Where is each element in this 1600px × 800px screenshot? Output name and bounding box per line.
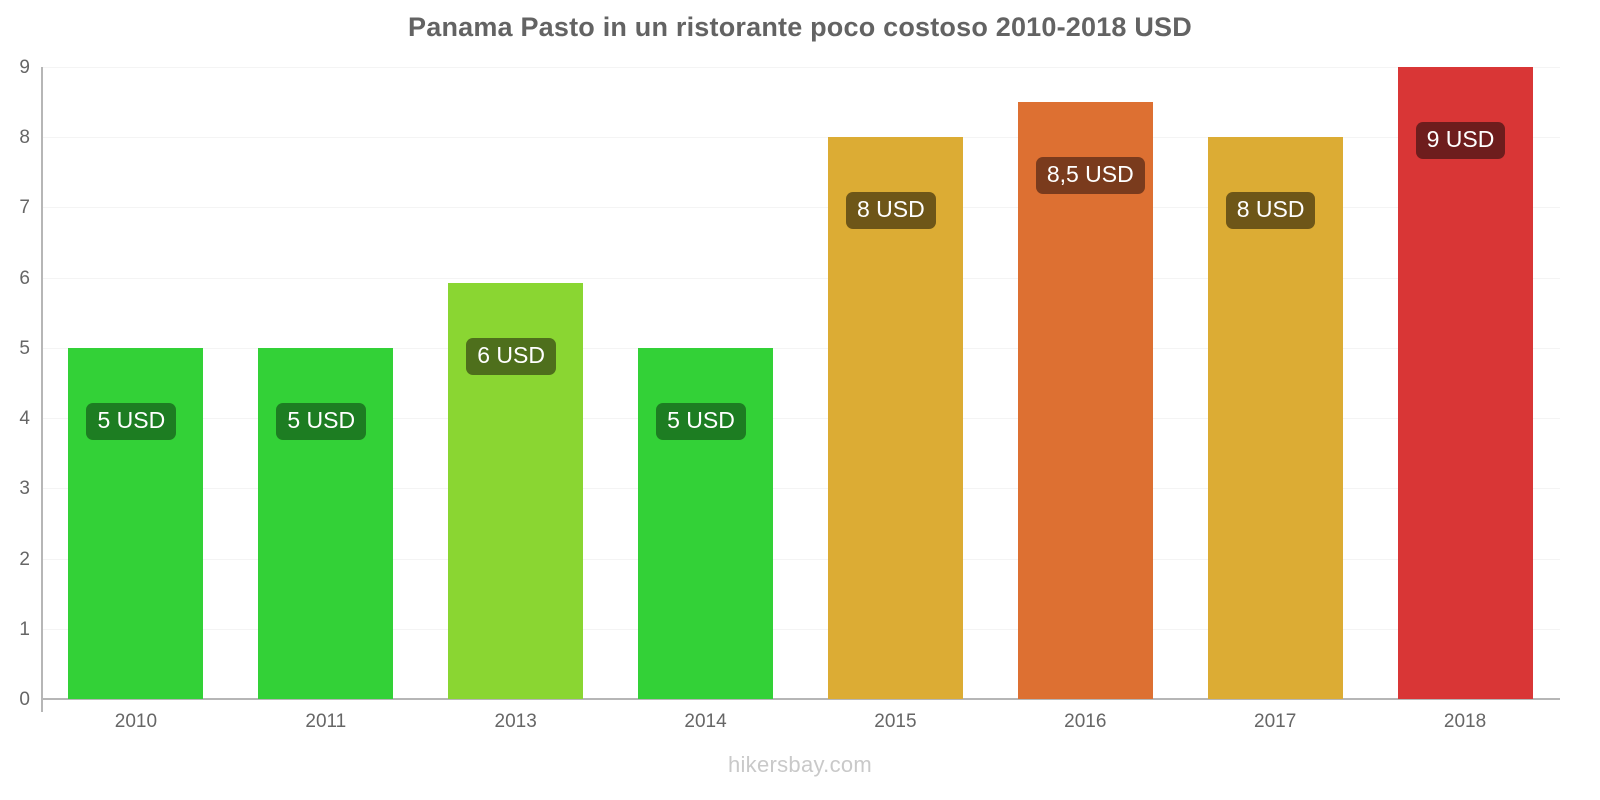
bars-layer: 5 USD 5 USD 6 USD 5 USD 8 USD 8,5 USD 8 USD 9 U… (41, 67, 1560, 699)
y-axis-tick-labels: 0 1 2 3 4 5 6 7 8 9 (0, 0, 34, 800)
bar-value-label: 5 USD (276, 402, 367, 440)
bar-group[interactable]: 8 USD (1207, 67, 1343, 699)
gridline (41, 207, 1560, 209)
plot-area (41, 67, 1560, 699)
x-axis-tick-labels: 2010 2011 2013 2014 2015 2016 2017 2018 (41, 712, 1560, 746)
bar-value-label: 8 USD (1225, 192, 1316, 230)
gridline (41, 558, 1560, 560)
gridline (41, 277, 1560, 279)
y-axis-tick-label: 9 (19, 57, 30, 78)
bar-group[interactable]: 9 USD (1397, 67, 1533, 699)
bar-value-label: 6 USD (466, 337, 556, 375)
bar-group[interactable]: 5 USD (258, 67, 394, 699)
y-axis-tick-label: 3 (19, 478, 30, 500)
y-axis-tick-label: 1 (19, 618, 30, 640)
y-axis-tick-label: 5 (19, 337, 30, 359)
gridline (41, 67, 1560, 68)
chart-title: Panama Pasto in un ristorante poco costo… (408, 12, 1192, 42)
bar-value-label: 5 USD (656, 402, 746, 440)
gridline (41, 628, 1560, 630)
bar-group[interactable]: 6 USD (448, 67, 584, 699)
x-axis-tick-label: 2018 (1443, 711, 1487, 732)
x-axis-tick-label: 2014 (684, 711, 727, 732)
x-axis-tick-label: 2017 (1254, 711, 1297, 732)
y-axis-tick-label: 2 (19, 548, 30, 570)
bar-group[interactable]: 8,5 USD (1017, 67, 1153, 699)
y-axis-tick-label: 0 (19, 689, 30, 710)
y-axis-tick-label: 6 (19, 267, 30, 289)
bar-value-label: 5 USD (86, 402, 177, 440)
gridline (41, 488, 1560, 490)
x-axis-tick-label: 2013 (494, 711, 537, 732)
gridline (41, 137, 1560, 139)
y-axis-line (41, 67, 43, 712)
bar-group[interactable]: 5 USD (638, 67, 774, 699)
bar[interactable] (1397, 67, 1533, 699)
bar[interactable] (258, 347, 394, 699)
y-axis-tick-label: 7 (19, 197, 30, 219)
y-axis-tick-label: 8 (19, 127, 30, 149)
bar[interactable] (1017, 102, 1153, 699)
bar-group[interactable]: 5 USD (68, 67, 204, 699)
gridline (41, 418, 1560, 420)
y-axis-tick-label: 4 (19, 408, 30, 430)
bar[interactable] (638, 347, 774, 699)
bar[interactable] (827, 137, 963, 699)
x-axis-line (41, 698, 1560, 700)
bar-group[interactable]: 8 USD (827, 67, 963, 699)
footer-watermark: hikersbay.com (727, 752, 873, 777)
bar[interactable] (68, 347, 204, 699)
x-axis-tick-label: 2016 (1064, 711, 1107, 732)
bar[interactable] (1207, 137, 1343, 699)
x-axis-tick-label: 2010 (114, 711, 158, 732)
gridline (41, 347, 1560, 349)
bar-value-label: 9 USD (1415, 122, 1506, 159)
x-axis-tick-label: 2015 (874, 711, 917, 732)
x-axis-tick-label: 2011 (305, 711, 347, 732)
bar-value-label: 8 USD (845, 192, 936, 230)
bar-value-label: 8,5 USD (1035, 157, 1145, 195)
